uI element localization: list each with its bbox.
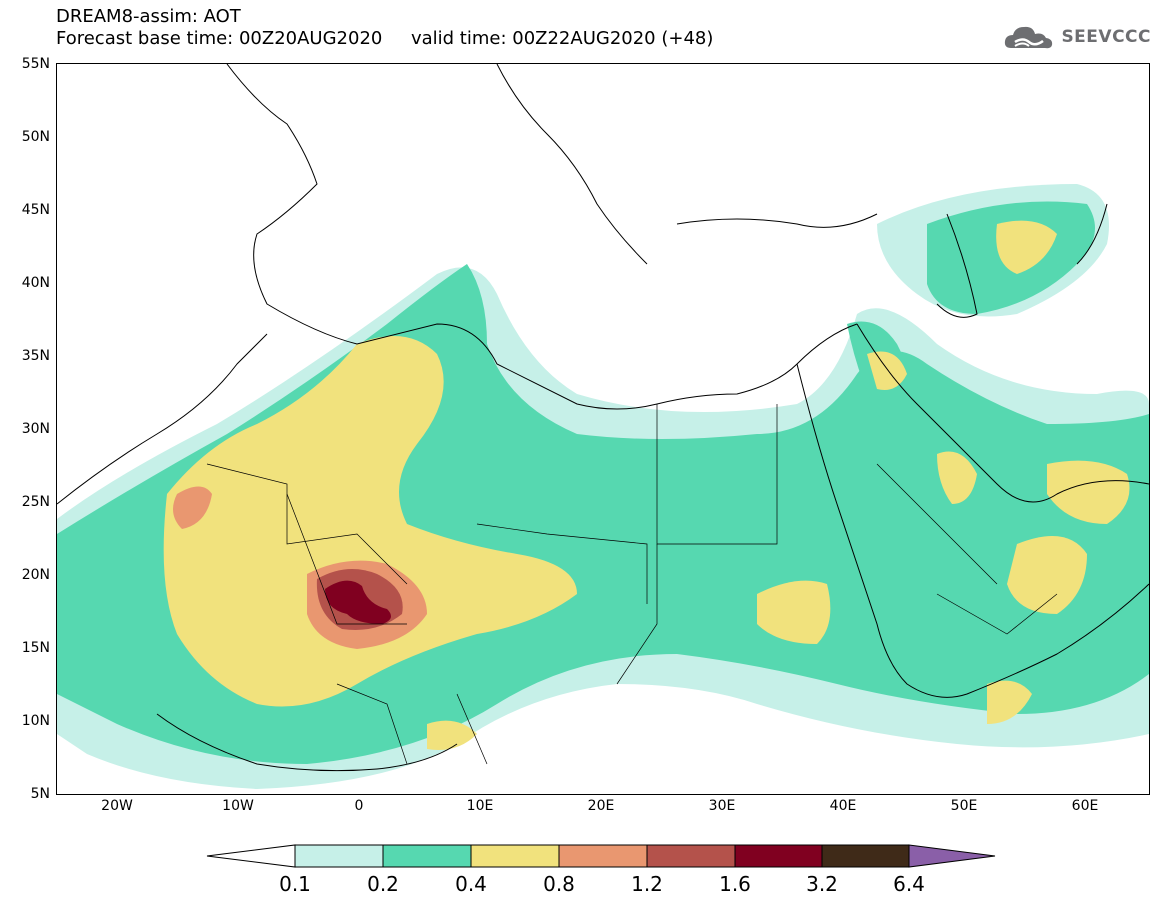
- map-title: DREAM8-assim: AOT Forecast base time: 00…: [56, 6, 713, 50]
- colorbar-label: 3.2: [806, 872, 838, 896]
- lon-label: 10W: [222, 798, 254, 814]
- lat-label: 40N: [21, 275, 50, 291]
- lon-label: 40E: [829, 798, 857, 814]
- lon-label: 10E: [466, 798, 494, 814]
- lon-label: 20E: [587, 798, 615, 814]
- lat-label: 15N: [21, 640, 50, 656]
- lat-label: 55N: [21, 56, 50, 72]
- colorbar-swatch: [821, 844, 910, 868]
- colorbar-label: 0.8: [543, 872, 575, 896]
- lat-label: 35N: [21, 348, 50, 364]
- lat-label: 20N: [21, 567, 50, 583]
- country-borders: [206, 404, 1058, 765]
- lat-label: 10N: [21, 713, 50, 729]
- lat-label: 5N: [30, 786, 50, 802]
- lat-label: 25N: [21, 494, 50, 510]
- colorbar-swatch: [470, 844, 560, 868]
- colorbar-label: 6.4: [893, 872, 925, 896]
- map-canvas: [57, 64, 1149, 789]
- colorbar-swatch: [558, 844, 648, 868]
- colorbar-high-arrow: [908, 844, 996, 868]
- cloud-icon: [1005, 26, 1053, 49]
- title-times: Forecast base time: 00Z20AUG2020 valid t…: [56, 28, 714, 49]
- title-product: DREAM8-assim: AOT: [56, 6, 241, 27]
- colorbar-swatch: [294, 844, 384, 868]
- aot-field-0.4: [163, 220, 1130, 750]
- colorbar-label: 0.2: [367, 872, 399, 896]
- lat-label: 45N: [21, 202, 50, 218]
- aot-map: [56, 63, 1150, 795]
- lon-label: 20W: [101, 798, 133, 814]
- colorbar-label: 1.6: [719, 872, 751, 896]
- colorbar-swatch: [646, 844, 736, 868]
- lon-label: 0: [354, 798, 364, 814]
- colorbar-label: 0.1: [279, 872, 311, 896]
- coastlines: [57, 64, 1149, 772]
- lon-label: 50E: [950, 798, 978, 814]
- lon-label: 30E: [708, 798, 736, 814]
- colorbar-swatch: [382, 844, 472, 868]
- lat-label: 50N: [21, 129, 50, 145]
- colorbar-low-arrow: [206, 844, 296, 868]
- seevccc-logo: SEEVCCC: [1003, 22, 1151, 52]
- aot-field-1.6: [325, 580, 391, 624]
- lat-label: 30N: [21, 421, 50, 437]
- colorbar-label: 0.4: [455, 872, 487, 896]
- logo-text: SEEVCCC: [1061, 27, 1151, 47]
- lon-label: 60E: [1071, 798, 1099, 814]
- colorbar-swatch: [734, 844, 823, 868]
- colorbar-label: 1.2: [631, 872, 663, 896]
